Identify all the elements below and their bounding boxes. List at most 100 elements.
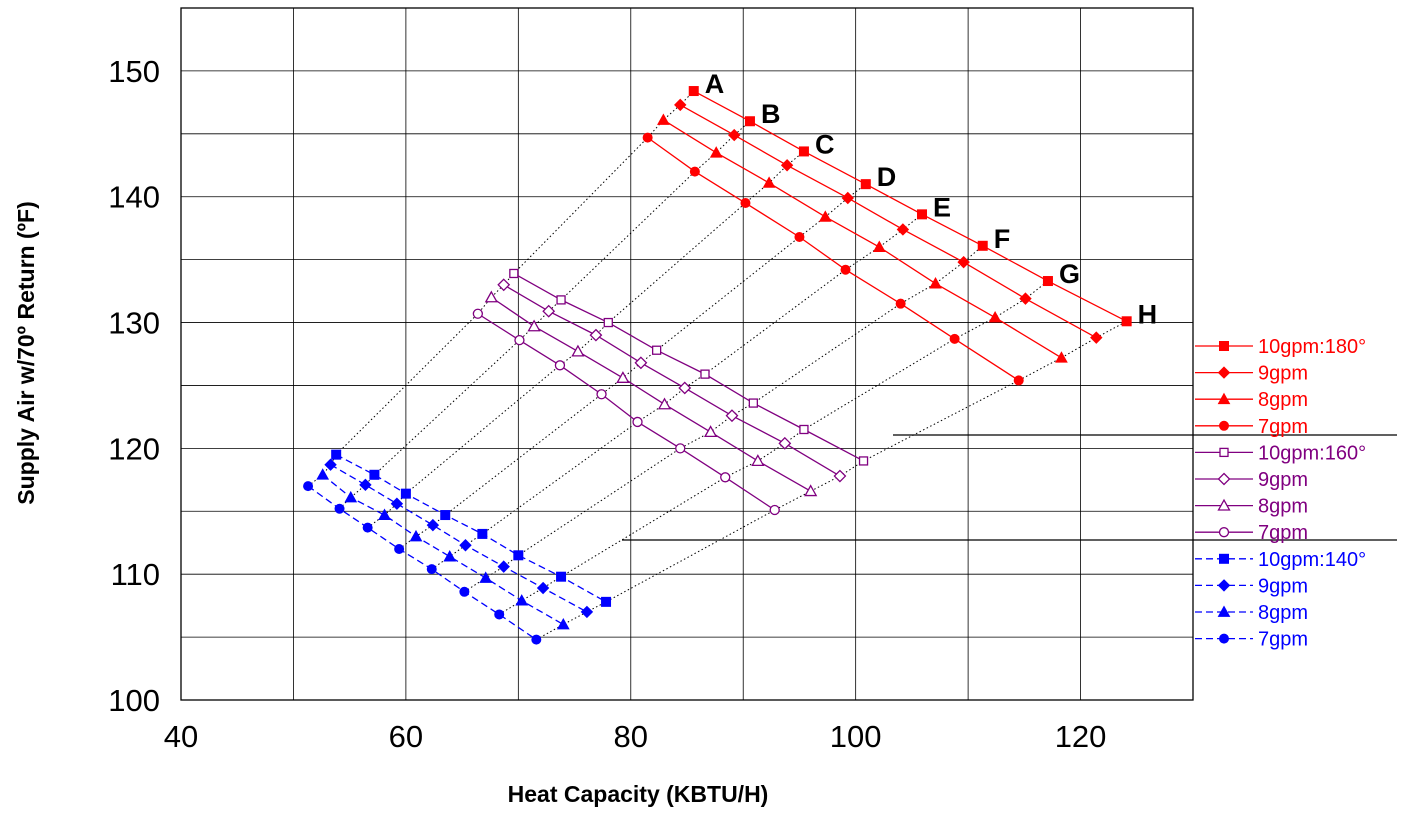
x-tick-labels: 40 60 80 100 120 — [164, 719, 1107, 754]
legend-label: 7gpm — [1258, 416, 1308, 438]
legend-marker — [1217, 498, 1231, 511]
legend-entry: 8gpm — [1195, 389, 1308, 411]
data-point — [362, 522, 373, 533]
x-tick-label: 40 — [164, 719, 198, 754]
data-point — [929, 277, 942, 289]
data-point — [580, 605, 594, 619]
series-line — [335, 454, 607, 603]
connector-line — [367, 151, 805, 529]
legend-marker — [1217, 579, 1231, 592]
series — [324, 458, 594, 619]
y-tick-label: 110 — [111, 557, 160, 592]
data-point — [977, 240, 988, 251]
series-line — [490, 296, 812, 492]
series-layer — [303, 86, 1132, 645]
data-point — [818, 210, 832, 222]
data-point — [344, 490, 358, 503]
legend-entry: 10gpm:140° — [1195, 549, 1366, 571]
grid — [181, 8, 1193, 700]
data-point — [426, 564, 437, 575]
legend: 10gpm:180° 9gpm 8gpm 7gpm 10gpm:160° 9gpm 8gpm… — [1195, 336, 1366, 651]
data-point — [632, 416, 643, 428]
data-point — [1042, 276, 1053, 287]
data-point — [556, 295, 566, 305]
curve-label: A — [705, 69, 725, 99]
legend-label: 7gpm — [1258, 629, 1308, 651]
series-line — [503, 284, 841, 477]
data-point — [531, 634, 542, 645]
curve-labels: A B C D E F G H — [705, 69, 1157, 329]
y-tick-label: 100 — [108, 683, 160, 718]
series — [303, 481, 542, 645]
curve-label: C — [815, 129, 835, 159]
data-point — [324, 458, 337, 471]
legend-label: 9gpm — [1258, 363, 1308, 385]
legend-marker — [1219, 341, 1229, 351]
data-point — [675, 443, 686, 454]
connector-lines — [307, 90, 1127, 641]
data-point — [728, 128, 741, 142]
data-point — [704, 425, 718, 438]
data-point — [689, 166, 700, 177]
series-line — [477, 313, 776, 511]
data-point — [657, 113, 670, 125]
legend-label: 8gpm — [1258, 389, 1308, 411]
connector-line — [431, 213, 923, 570]
legend-entry: 9gpm — [1195, 363, 1308, 385]
data-point — [443, 550, 457, 562]
data-point — [1121, 316, 1132, 327]
data-point — [426, 518, 440, 532]
data-point — [409, 529, 423, 542]
legend-entry: 9gpm — [1195, 575, 1308, 597]
data-point — [390, 497, 404, 510]
legend-entry: 7gpm — [1195, 416, 1308, 438]
data-point — [1090, 331, 1103, 344]
y-axis-title: Supply Air w/70º Return (ºF) — [13, 201, 39, 504]
data-point — [688, 86, 699, 97]
data-point — [700, 369, 710, 379]
legend-entry: 8gpm — [1195, 602, 1308, 624]
data-point — [556, 571, 567, 582]
data-point — [762, 176, 776, 188]
data-point — [651, 345, 662, 355]
legend-entry: 9gpm — [1195, 469, 1308, 491]
series-line — [330, 464, 588, 613]
data-point — [841, 191, 855, 205]
curve-label: B — [761, 99, 781, 129]
data-point — [459, 539, 472, 552]
connector-line — [498, 280, 1049, 615]
series — [497, 278, 847, 483]
legend-label: 7gpm — [1258, 522, 1308, 544]
legend-label: 10gpm:160° — [1258, 442, 1366, 464]
series — [316, 468, 570, 630]
data-point — [634, 356, 648, 370]
connector-line — [536, 320, 1127, 641]
data-point — [674, 98, 687, 112]
data-point — [515, 594, 529, 606]
data-point — [331, 449, 342, 460]
data-point — [601, 596, 612, 607]
data-point — [556, 617, 570, 630]
curve-label: G — [1059, 259, 1080, 289]
y-tick-labels: 100 110 120 130 140 150 — [108, 54, 160, 718]
legend-marker — [1218, 527, 1230, 538]
series-line — [647, 137, 1020, 381]
data-point — [896, 223, 910, 236]
legend-entry: 10gpm:180° — [1195, 336, 1366, 358]
data-point — [359, 478, 372, 492]
x-axis-title: Heat Capacity (KBTU/H) — [508, 781, 769, 807]
legend-label: 8gpm — [1258, 602, 1308, 624]
data-point — [642, 132, 653, 143]
data-point — [369, 469, 380, 480]
data-point — [596, 389, 607, 400]
data-point — [949, 333, 960, 344]
connector-line — [398, 183, 867, 550]
plot-area-frame — [180, 7, 1194, 701]
legend-marker — [1219, 633, 1229, 644]
data-point — [400, 488, 411, 499]
data-point — [769, 504, 780, 516]
data-point — [678, 381, 692, 395]
legend-marker — [1217, 366, 1231, 379]
data-point — [497, 560, 510, 573]
data-point — [860, 179, 871, 190]
